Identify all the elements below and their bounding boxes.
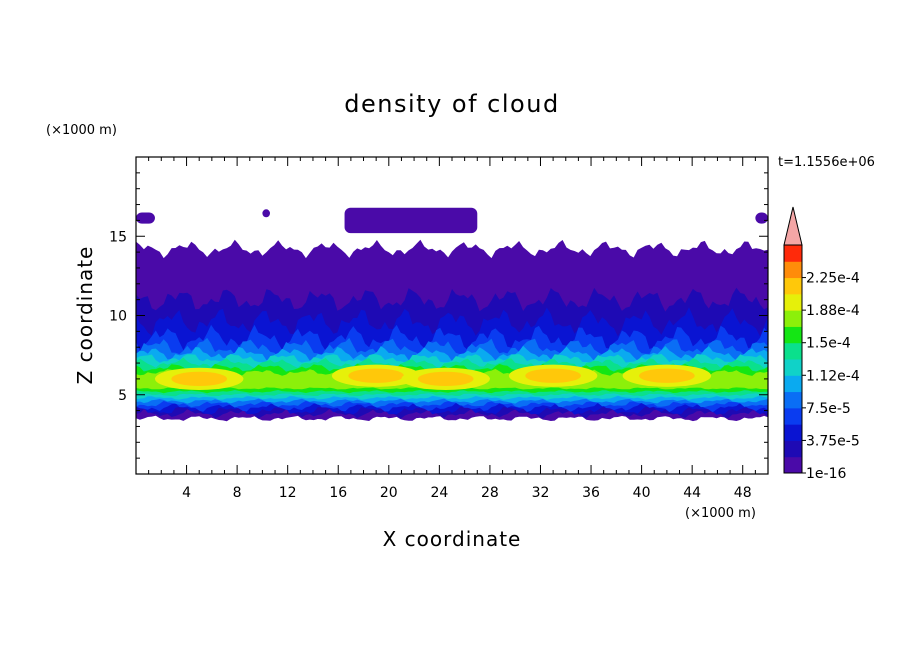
colorbar-swatch bbox=[784, 375, 802, 393]
time-label: t=1.1556e+06 bbox=[778, 155, 875, 170]
colorbar-swatch bbox=[784, 261, 802, 279]
x-unit-label: (×1000 m) bbox=[685, 506, 756, 521]
colorbar-swatch bbox=[784, 293, 802, 311]
x-tick-label: 44 bbox=[683, 485, 701, 501]
core-inner-2 bbox=[639, 368, 695, 383]
y-unit-label: (×1000 m) bbox=[46, 123, 117, 138]
x-tick-label: 48 bbox=[734, 485, 752, 501]
x-tick-label: 16 bbox=[329, 485, 347, 501]
colorbar-swatch bbox=[784, 326, 802, 344]
upper-cloud-patch-left bbox=[136, 212, 155, 224]
x-axis-label: X coordinate bbox=[383, 527, 522, 551]
y-axis-label: Z coordinate bbox=[73, 246, 97, 385]
core-inner-3 bbox=[417, 371, 474, 387]
colorbar-label: 1.5e-4 bbox=[806, 336, 851, 352]
x-tick-label: 32 bbox=[532, 485, 550, 501]
chart-title: density of cloud bbox=[344, 90, 559, 118]
colorbar: 1e-16 3.75e-5 7.5e-5 1.12e-4 1.5e-4 1.88e-4 2.… bbox=[783, 206, 860, 482]
colorbar-label: 1.88e-4 bbox=[806, 303, 860, 319]
colorbar-swatch bbox=[784, 424, 802, 441]
colorbar-swatch bbox=[784, 277, 802, 295]
x-axis-ticks: 4 8 12 16 20 24 28 32 36 40 44 48 bbox=[148, 157, 756, 501]
y-tick-label: 10 bbox=[109, 309, 127, 325]
density-field bbox=[136, 207, 768, 422]
core-inner-0 bbox=[348, 368, 404, 383]
colorbar-label: 7.5e-5 bbox=[806, 401, 851, 417]
x-tick-label: 20 bbox=[380, 485, 398, 501]
core-inner-4 bbox=[171, 371, 228, 387]
x-tick-label: 28 bbox=[481, 485, 499, 501]
x-tick-label: 4 bbox=[182, 485, 191, 501]
x-tick-label: 12 bbox=[279, 485, 297, 501]
colorbar-label: 1e-16 bbox=[806, 466, 846, 482]
colorbar-swatch bbox=[784, 245, 802, 262]
upper-cloud-patch-right bbox=[755, 212, 768, 224]
upper-cloud-patch-center bbox=[344, 207, 478, 234]
y-tick-label: 5 bbox=[118, 388, 127, 404]
x-tick-label: 40 bbox=[633, 485, 651, 501]
colorbar-swatch bbox=[784, 342, 802, 360]
y-tick-label: 15 bbox=[109, 229, 127, 245]
x-tick-label: 24 bbox=[430, 485, 448, 501]
y-axis-ticks: 5 10 15 bbox=[109, 172, 768, 459]
colorbar-label: 1.12e-4 bbox=[806, 368, 860, 384]
colorbar-swatch bbox=[784, 456, 802, 474]
x-tick-label: 36 bbox=[582, 485, 600, 501]
colorbar-swatch bbox=[784, 440, 802, 458]
colorbar-label: 2.25e-4 bbox=[806, 271, 860, 287]
upper-cloud-speck bbox=[262, 209, 270, 218]
colorbar-extend-arrow bbox=[783, 206, 803, 246]
x-tick-label: 8 bbox=[233, 485, 242, 501]
core-inner-1 bbox=[525, 368, 581, 383]
colorbar-swatch bbox=[784, 310, 802, 327]
colorbar-swatch bbox=[784, 407, 802, 425]
colorbar-label: 3.75e-5 bbox=[806, 433, 860, 449]
colorbar-swatch bbox=[784, 359, 802, 376]
colorbar-swatch bbox=[784, 391, 802, 409]
